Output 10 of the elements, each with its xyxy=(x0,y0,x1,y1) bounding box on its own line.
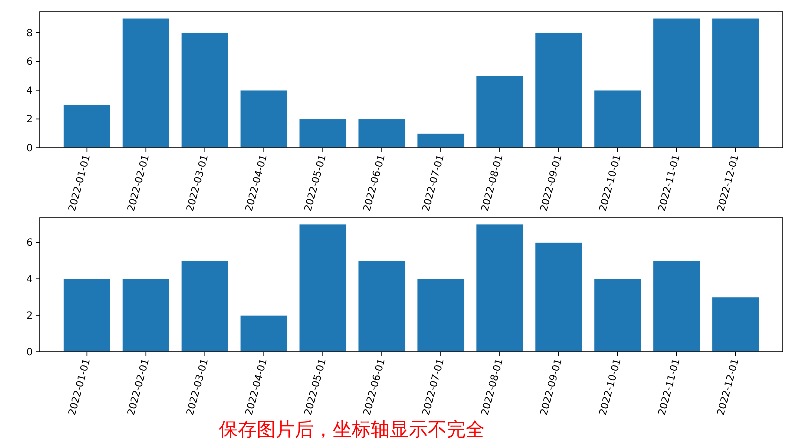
y-tick-label: 8 xyxy=(26,28,33,40)
y-tick-label: 4 xyxy=(26,274,33,286)
y-tick-label: 0 xyxy=(26,144,33,154)
y-tick-label: 4 xyxy=(26,86,33,97)
y-tick-label: 6 xyxy=(26,238,33,250)
y-tick-label: 2 xyxy=(26,114,33,126)
y-tick-label: 0 xyxy=(26,348,33,358)
text: 保存图片后，坐标轴显示不完全 xyxy=(219,419,485,441)
y-tick-label: 2 xyxy=(26,311,33,322)
y-tick-label: 6 xyxy=(26,57,33,68)
